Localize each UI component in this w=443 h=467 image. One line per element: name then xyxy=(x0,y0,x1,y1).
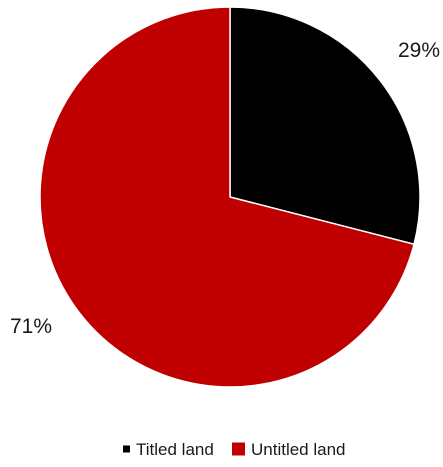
legend-label-untitled-land: Untitled land xyxy=(251,440,346,459)
pie-slice-untitled-land xyxy=(39,6,415,388)
slices-layer xyxy=(39,6,421,388)
data-label-titled-land: 29% xyxy=(398,39,440,62)
legend: Titled land Untitled land xyxy=(123,440,346,459)
labels-layer: 29% 71% xyxy=(10,39,440,338)
legend-marker-untitled-land xyxy=(232,442,245,456)
pie-slice-titled-land xyxy=(229,6,421,246)
legend-marker-titled-land xyxy=(123,445,130,453)
legend-label-titled-land: Titled land xyxy=(136,440,214,459)
data-label-untitled-land: 71% xyxy=(10,315,52,338)
